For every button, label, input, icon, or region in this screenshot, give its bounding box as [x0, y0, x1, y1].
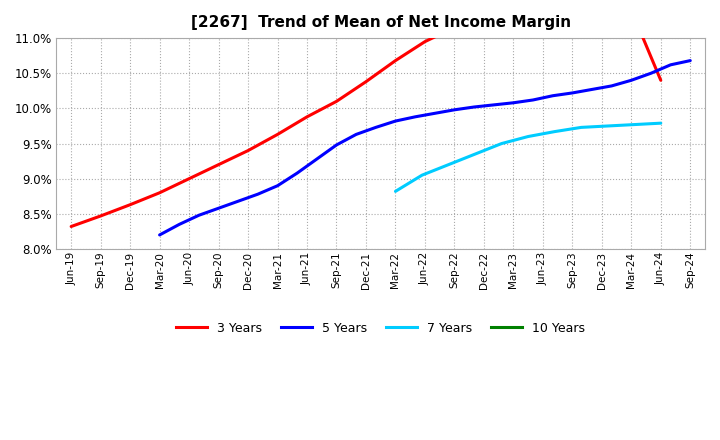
Legend: 3 Years, 5 Years, 7 Years, 10 Years: 3 Years, 5 Years, 7 Years, 10 Years — [171, 317, 590, 340]
Title: [2267]  Trend of Mean of Net Income Margin: [2267] Trend of Mean of Net Income Margi… — [191, 15, 571, 30]
